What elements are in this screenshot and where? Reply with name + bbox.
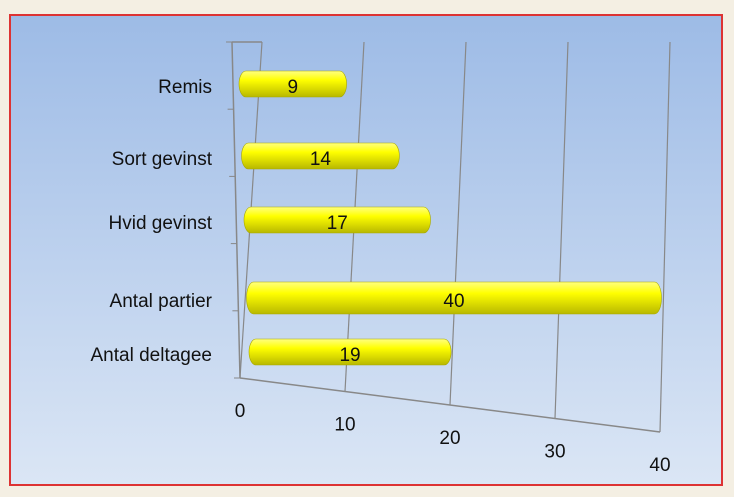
grid-line	[449, 41, 467, 406]
y-axis	[231, 41, 241, 379]
value-label: 17	[327, 213, 348, 234]
x-tick-label: 10	[334, 415, 355, 436]
bar	[238, 70, 347, 98]
bar	[246, 281, 662, 315]
y-tick-label: Antal partier	[110, 291, 213, 312]
y-tick-label: Remis	[158, 77, 212, 98]
x-tick-label: 0	[235, 401, 246, 422]
grid-line	[554, 41, 569, 419]
value-label: 9	[288, 77, 299, 98]
value-label: 40	[443, 291, 464, 312]
value-label: 14	[310, 149, 332, 170]
x-tick-label: 20	[439, 428, 460, 449]
bar	[241, 142, 400, 170]
x-tick-label: 30	[544, 442, 565, 463]
y-tick-label: Antal deltagee	[91, 345, 213, 366]
plot-background	[9, 14, 723, 486]
y-tick-label: Sort gevinst	[112, 149, 213, 170]
bar	[248, 338, 452, 366]
y-tick-label: Hvid gevinst	[109, 213, 213, 234]
x-tick-label: 40	[649, 455, 670, 476]
grid-line	[659, 41, 671, 433]
value-label: 19	[339, 345, 360, 366]
bar	[243, 206, 431, 234]
